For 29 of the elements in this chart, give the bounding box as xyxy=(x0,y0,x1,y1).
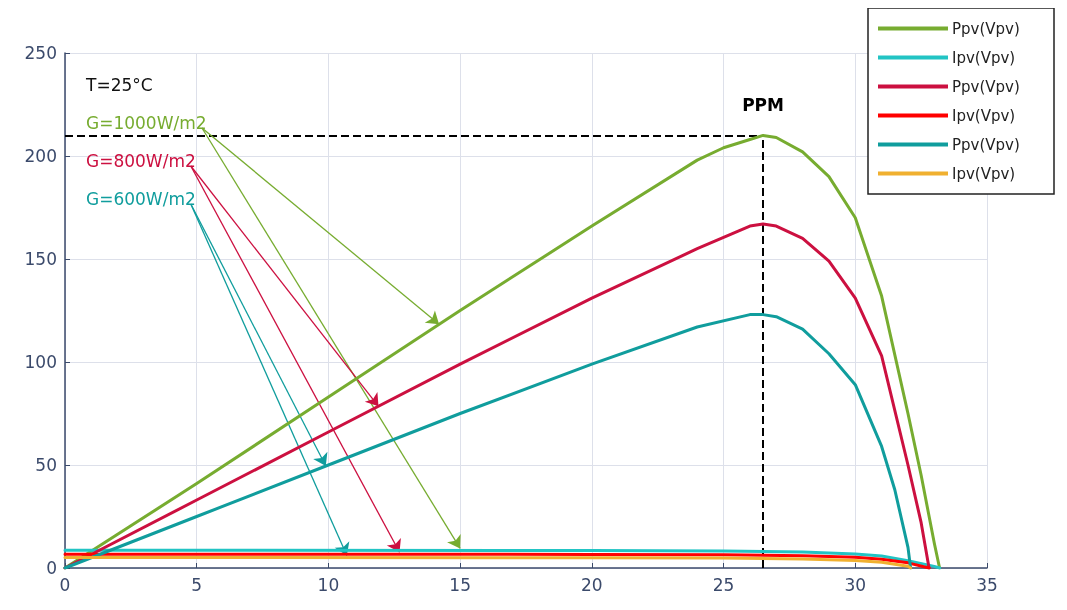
line-series xyxy=(63,552,931,570)
x-tick-label: 30 xyxy=(844,574,867,595)
x-tick-label: 0 xyxy=(59,574,71,595)
line-series xyxy=(63,133,942,570)
legend-label: Ppv(Vpv) xyxy=(952,19,1020,38)
x-tick-label: 15 xyxy=(449,574,471,595)
annotation: G=600W/m2 xyxy=(86,188,196,209)
x-tick-label: 25 xyxy=(712,574,735,595)
ref-line-label: PPM xyxy=(742,94,785,115)
line-series xyxy=(63,548,942,570)
x-tick-label: 10 xyxy=(317,574,340,595)
y-tick-label: 250 xyxy=(24,43,57,63)
x-tick-label: 35 xyxy=(976,574,998,595)
legend-label: Ppv(Vpv) xyxy=(952,77,1020,96)
y-tick-label: 200 xyxy=(24,146,57,166)
y-tick-label: 0 xyxy=(46,558,57,578)
y-tick-label: 150 xyxy=(24,249,57,269)
legend-label: Ipv(Vpv) xyxy=(952,164,1016,183)
legend-label: Ipv(Vpv) xyxy=(952,106,1016,125)
line-series xyxy=(63,555,913,570)
y-tick-label: 50 xyxy=(35,455,57,475)
annotation: G=800W/m2 xyxy=(86,150,196,171)
x-tick-label: 20 xyxy=(581,574,603,595)
annotation: T=25°C xyxy=(85,74,153,95)
legend-label: Ppv(Vpv) xyxy=(952,135,1020,154)
legend-label: Ipv(Vpv) xyxy=(952,48,1016,67)
x-tick-label: 5 xyxy=(191,574,203,595)
y-tick-label: 100 xyxy=(24,352,57,372)
annotation: G=1000W/m2 xyxy=(86,112,207,133)
